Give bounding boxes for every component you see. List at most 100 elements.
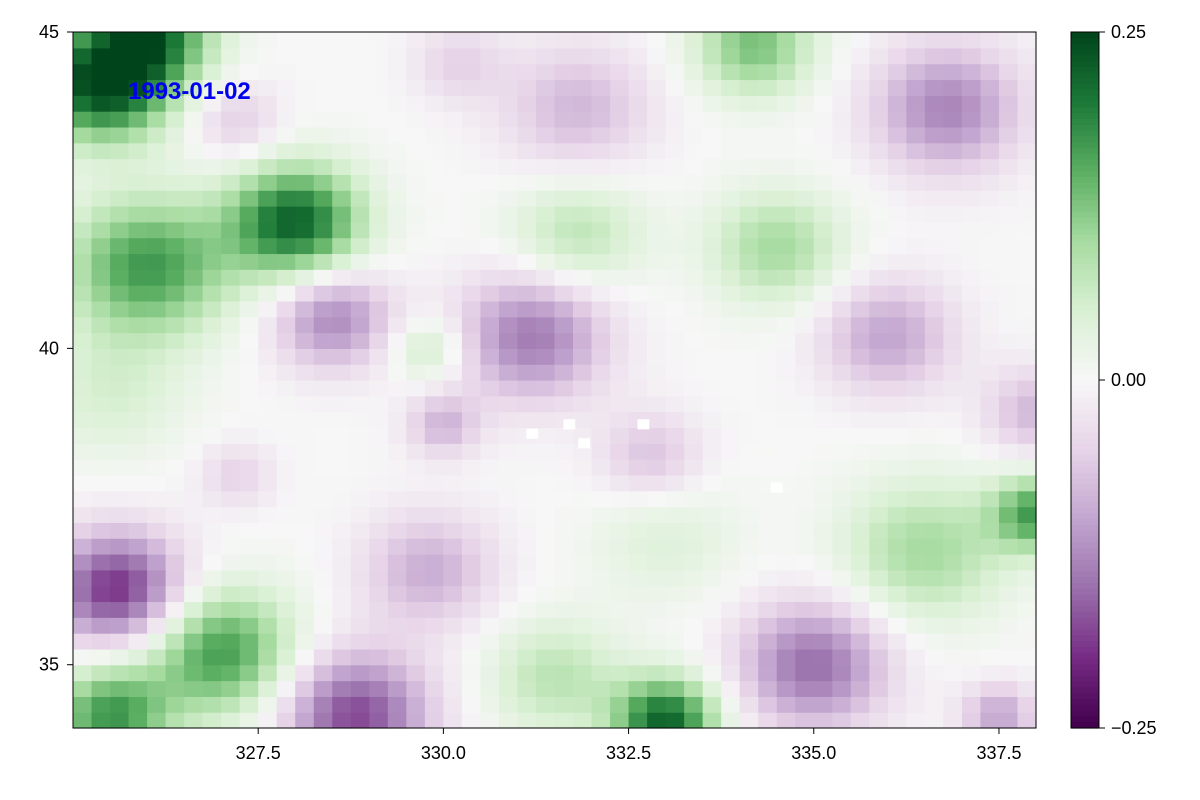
heatmap-cell <box>536 79 555 95</box>
heatmap-cell <box>851 380 870 396</box>
heatmap-cell <box>629 317 648 333</box>
heatmap-cell <box>814 665 833 681</box>
heatmap-cell <box>629 665 648 681</box>
heatmap-cell <box>740 380 759 396</box>
heatmap-cell <box>462 522 481 538</box>
heatmap-cell <box>592 427 611 443</box>
heatmap-cell <box>629 507 648 523</box>
heatmap-cell <box>240 190 259 206</box>
heatmap-cell <box>962 143 981 159</box>
heatmap-cell <box>962 522 981 538</box>
heatmap-cell <box>147 586 166 602</box>
heatmap-cell <box>277 554 296 570</box>
colorbar-segment <box>1071 316 1099 322</box>
heatmap-cell <box>573 681 592 697</box>
heatmap-cell <box>277 491 296 507</box>
heatmap-cell <box>666 174 685 190</box>
heatmap-cell <box>166 32 185 48</box>
heatmap-cell <box>980 159 999 175</box>
heatmap-cell <box>499 143 518 159</box>
heatmap-cell <box>110 443 129 459</box>
heatmap-cell <box>425 522 444 538</box>
heatmap-cell <box>425 649 444 665</box>
heatmap-cell <box>277 143 296 159</box>
heatmap-cell <box>592 665 611 681</box>
heatmap-cell <box>684 333 703 349</box>
heatmap-cell <box>869 127 888 143</box>
heatmap-cell <box>480 285 499 301</box>
heatmap-cell <box>832 190 851 206</box>
heatmap-cell <box>814 570 833 586</box>
heatmap-cell <box>499 443 518 459</box>
heatmap-cell <box>203 507 222 523</box>
heatmap-cell <box>1017 491 1036 507</box>
heatmap-cell <box>629 364 648 380</box>
heatmap-cell <box>425 32 444 48</box>
heatmap-cell <box>647 491 666 507</box>
heatmap-cell <box>221 712 240 728</box>
heatmap-cell <box>703 681 722 697</box>
heatmap-cell <box>536 285 555 301</box>
heatmap-cell <box>73 253 92 269</box>
heatmap-cell <box>555 317 574 333</box>
heatmap-cell <box>240 143 259 159</box>
colorbar: −0.250.000.25 <box>1071 22 1157 738</box>
heatmap-cell <box>962 380 981 396</box>
heatmap-cell <box>999 601 1018 617</box>
heatmap-cell <box>369 507 388 523</box>
heatmap-cell <box>592 333 611 349</box>
heatmap-cell <box>443 95 462 111</box>
heatmap-cell <box>684 285 703 301</box>
heatmap-cell <box>406 491 425 507</box>
heatmap-cell <box>147 491 166 507</box>
heatmap-cell <box>129 396 148 412</box>
heatmap-cell <box>351 64 370 80</box>
heatmap-cell <box>92 127 111 143</box>
heatmap-cell <box>499 617 518 633</box>
heatmap-cell <box>962 665 981 681</box>
heatmap-cell <box>740 190 759 206</box>
colorbar-segment <box>1071 537 1099 543</box>
heatmap-cell <box>203 491 222 507</box>
heatmap-cell <box>388 522 407 538</box>
heatmap-cell <box>851 143 870 159</box>
heatmap-cell <box>369 443 388 459</box>
colorbar-segment <box>1071 612 1099 618</box>
colorbar-segment <box>1071 374 1099 380</box>
heatmap-cell <box>295 380 314 396</box>
heatmap-cell <box>443 649 462 665</box>
heatmap-cell <box>314 427 333 443</box>
heatmap-cell <box>129 443 148 459</box>
heatmap-cell <box>832 427 851 443</box>
heatmap-cell <box>332 238 351 254</box>
heatmap-cell <box>925 174 944 190</box>
heatmap-cell <box>962 586 981 602</box>
heatmap-cell <box>962 427 981 443</box>
heatmap-cell <box>462 111 481 127</box>
heatmap-cell <box>888 522 907 538</box>
heatmap-cell <box>740 206 759 222</box>
heatmap-cell <box>684 380 703 396</box>
heatmap-cell <box>92 665 111 681</box>
heatmap-cell <box>888 206 907 222</box>
heatmap-cell <box>92 459 111 475</box>
heatmap-cell <box>684 586 703 602</box>
heatmap-cell <box>499 696 518 712</box>
colorbar-segment <box>1071 281 1099 287</box>
heatmap-cell <box>92 285 111 301</box>
heatmap-cell <box>629 475 648 491</box>
heatmap-cell <box>332 427 351 443</box>
heatmap-cell <box>332 127 351 143</box>
heatmap-cell <box>462 475 481 491</box>
heatmap-cell <box>684 665 703 681</box>
heatmap-cell <box>925 412 944 428</box>
heatmap-cell <box>647 301 666 317</box>
heatmap-cell <box>758 649 777 665</box>
heatmap-cell <box>73 348 92 364</box>
heatmap-cell <box>777 333 796 349</box>
heatmap-cell <box>369 380 388 396</box>
colorbar-segment <box>1071 276 1099 282</box>
heatmap-cell <box>295 649 314 665</box>
heatmap-cell <box>295 491 314 507</box>
heatmap-cell <box>795 538 814 554</box>
